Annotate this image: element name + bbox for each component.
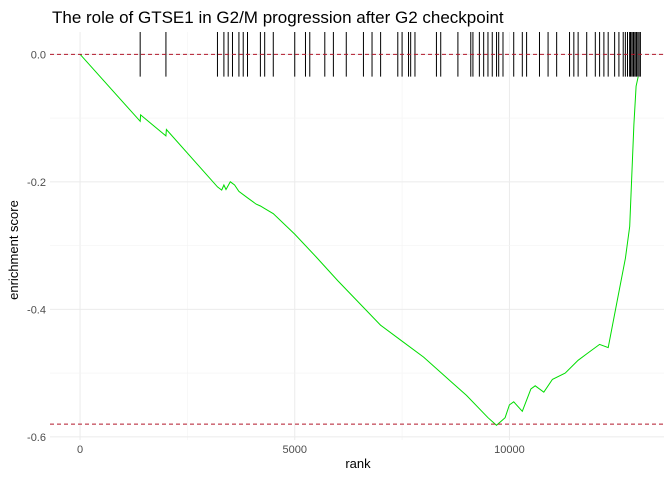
x-tick-label: 5000 [282,444,306,456]
x-tick-labels: 0 5000 10000 [77,444,525,456]
grid [50,32,664,440]
y-tick-label: -0.2 [27,177,46,189]
enrichment-score-line [79,53,639,426]
y-tick-label: 0.0 [31,49,46,61]
x-tick-label: 10000 [494,444,525,456]
y-axis-title: enrichment score [6,200,21,300]
reference-lines [50,53,664,425]
y-tick-label: -0.6 [27,432,46,444]
y-tick-label: -0.4 [27,304,46,316]
chart-title: The role of GTSE1 in G2/M progression af… [52,8,504,27]
gene-hit-rug [139,32,641,77]
series-group [79,53,639,426]
x-tick-label: 0 [77,444,83,456]
x-axis-title: rank [345,456,371,471]
y-tick-labels: 0.0 -0.2 -0.4 -0.6 [27,49,46,444]
